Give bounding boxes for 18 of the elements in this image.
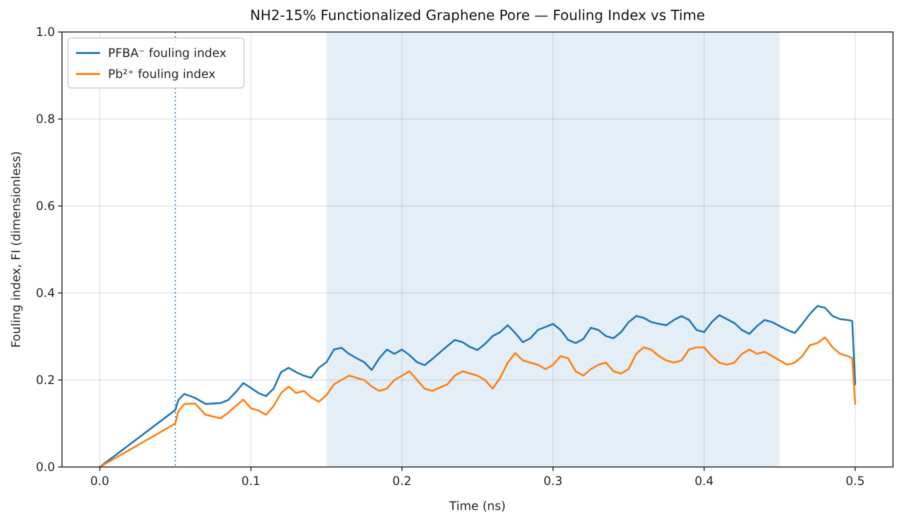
x-axis-title: Time (ns) xyxy=(448,499,506,513)
x-tick-label: 0.5 xyxy=(846,474,865,488)
x-tick-label: 0.3 xyxy=(544,474,563,488)
y-tick-label: 0.8 xyxy=(36,112,55,126)
y-tick-label: 0.6 xyxy=(36,199,55,213)
y-tick-label: 0.4 xyxy=(36,286,55,300)
x-tick-label: 0.0 xyxy=(90,474,110,488)
x-tick-label: 0.4 xyxy=(694,474,714,488)
y-tick-label: 0.0 xyxy=(36,460,55,474)
x-tick-label: 0.1 xyxy=(241,474,260,488)
legend-label: PFBA⁻ fouling index xyxy=(108,46,226,60)
y-tick-label: 0.2 xyxy=(36,373,55,387)
y-axis-title: Fouling index, FI (dimensionless) xyxy=(9,151,23,348)
line-series xyxy=(98,336,856,468)
chart-title: NH2-15% Functionalized Graphene Pore — Fouling Index vs Time xyxy=(250,8,705,24)
y-tick-label: 1.0 xyxy=(36,25,55,39)
legend-label: Pb²⁺ fouling index xyxy=(108,67,216,81)
x-tick-label: 0.2 xyxy=(392,474,412,488)
